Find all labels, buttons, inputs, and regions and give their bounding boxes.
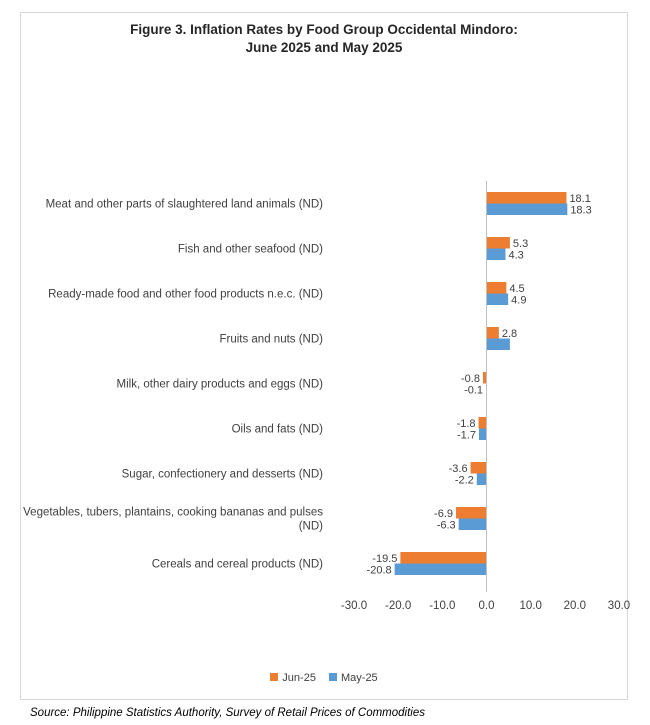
- category-label: Meat and other parts of slaughtered land…: [46, 199, 324, 211]
- bar-may-25: [394, 563, 487, 575]
- bar-jun-25: [400, 552, 487, 564]
- data-label: 2.8: [502, 328, 517, 340]
- legend-swatch-jun: [270, 673, 279, 681]
- bar-may-25: [478, 428, 487, 440]
- bar-jun-25: [456, 507, 487, 519]
- chart-title-line-1: Figure 3. Inflation Rates by Food Group …: [130, 22, 518, 37]
- data-label: -0.8: [461, 373, 480, 385]
- legend-label-jun: Jun-25: [282, 672, 316, 684]
- bar-jun-25: [470, 462, 487, 474]
- bar-may-25: [486, 293, 509, 305]
- x-tick-label: -20.0: [385, 600, 411, 612]
- data-label: 4.9: [511, 294, 526, 306]
- bar-may-25: [476, 473, 487, 485]
- category-label: Ready-made food and other food products …: [48, 289, 323, 301]
- data-label: -2.2: [455, 474, 474, 486]
- category-label: Fruits and nuts (ND): [219, 334, 323, 346]
- bar-jun-25: [486, 237, 510, 249]
- data-label: -6.9: [434, 508, 453, 520]
- x-tick-label: -30.0: [341, 600, 367, 612]
- data-label: -20.8: [367, 564, 392, 576]
- data-label: -19.5: [372, 553, 397, 565]
- category-label: Sugar, confectionery and desserts (ND): [122, 469, 324, 481]
- bar-may-25: [486, 338, 510, 350]
- data-label: 18.1: [569, 193, 590, 205]
- bar-may-25: [486, 203, 568, 215]
- chart-title-line-2: June 2025 and May 2025: [245, 40, 403, 55]
- bar-jun-25: [478, 417, 487, 429]
- legend-swatch-may: [329, 673, 337, 681]
- data-label: -1.7: [457, 429, 476, 441]
- bar-jun-25: [486, 192, 567, 204]
- data-label: -6.3: [437, 519, 456, 531]
- data-label: 4.3: [508, 249, 523, 261]
- bar-may-25: [486, 248, 506, 260]
- x-tick-label: 10.0: [519, 600, 541, 612]
- category-label: Oils and fats (ND): [232, 424, 324, 436]
- x-tick-label: 0.0: [479, 600, 495, 612]
- category-label: Vegetables, tubers, plantains, cooking b…: [23, 507, 323, 519]
- data-label: -3.6: [449, 463, 468, 475]
- data-label: 4.5: [509, 283, 524, 295]
- data-label: -1.8: [457, 418, 476, 430]
- chart-title: Figure 3. Inflation Rates by Food Group …: [20, 21, 628, 57]
- legend-item-may: May-25: [329, 672, 378, 684]
- chart-frame: [20, 12, 628, 700]
- bar-jun-25: [486, 282, 507, 294]
- category-label: (ND): [299, 521, 323, 533]
- x-tick-label: 20.0: [564, 600, 586, 612]
- data-label: 5.3: [513, 238, 528, 250]
- category-label: Milk, other dairy products and eggs (ND): [117, 379, 324, 391]
- legend-item-jun: Jun-25: [270, 672, 316, 684]
- legend-label-may: May-25: [341, 672, 378, 684]
- category-label: Fish and other seafood (ND): [178, 244, 323, 256]
- x-tick-label: -10.0: [429, 600, 455, 612]
- bar-jun-25: [482, 372, 487, 384]
- bar-may-25: [458, 518, 487, 530]
- bar-jun-25: [486, 327, 499, 339]
- data-label: -0.1: [464, 384, 483, 396]
- x-tick-label: 30.0: [608, 600, 630, 612]
- source-note: Source: Philippine Statistics Authority,…: [30, 707, 425, 719]
- data-label: 18.3: [570, 204, 591, 216]
- legend: Jun-25 May-25: [20, 672, 628, 684]
- category-label: Cereals and cereal products (ND): [152, 559, 323, 571]
